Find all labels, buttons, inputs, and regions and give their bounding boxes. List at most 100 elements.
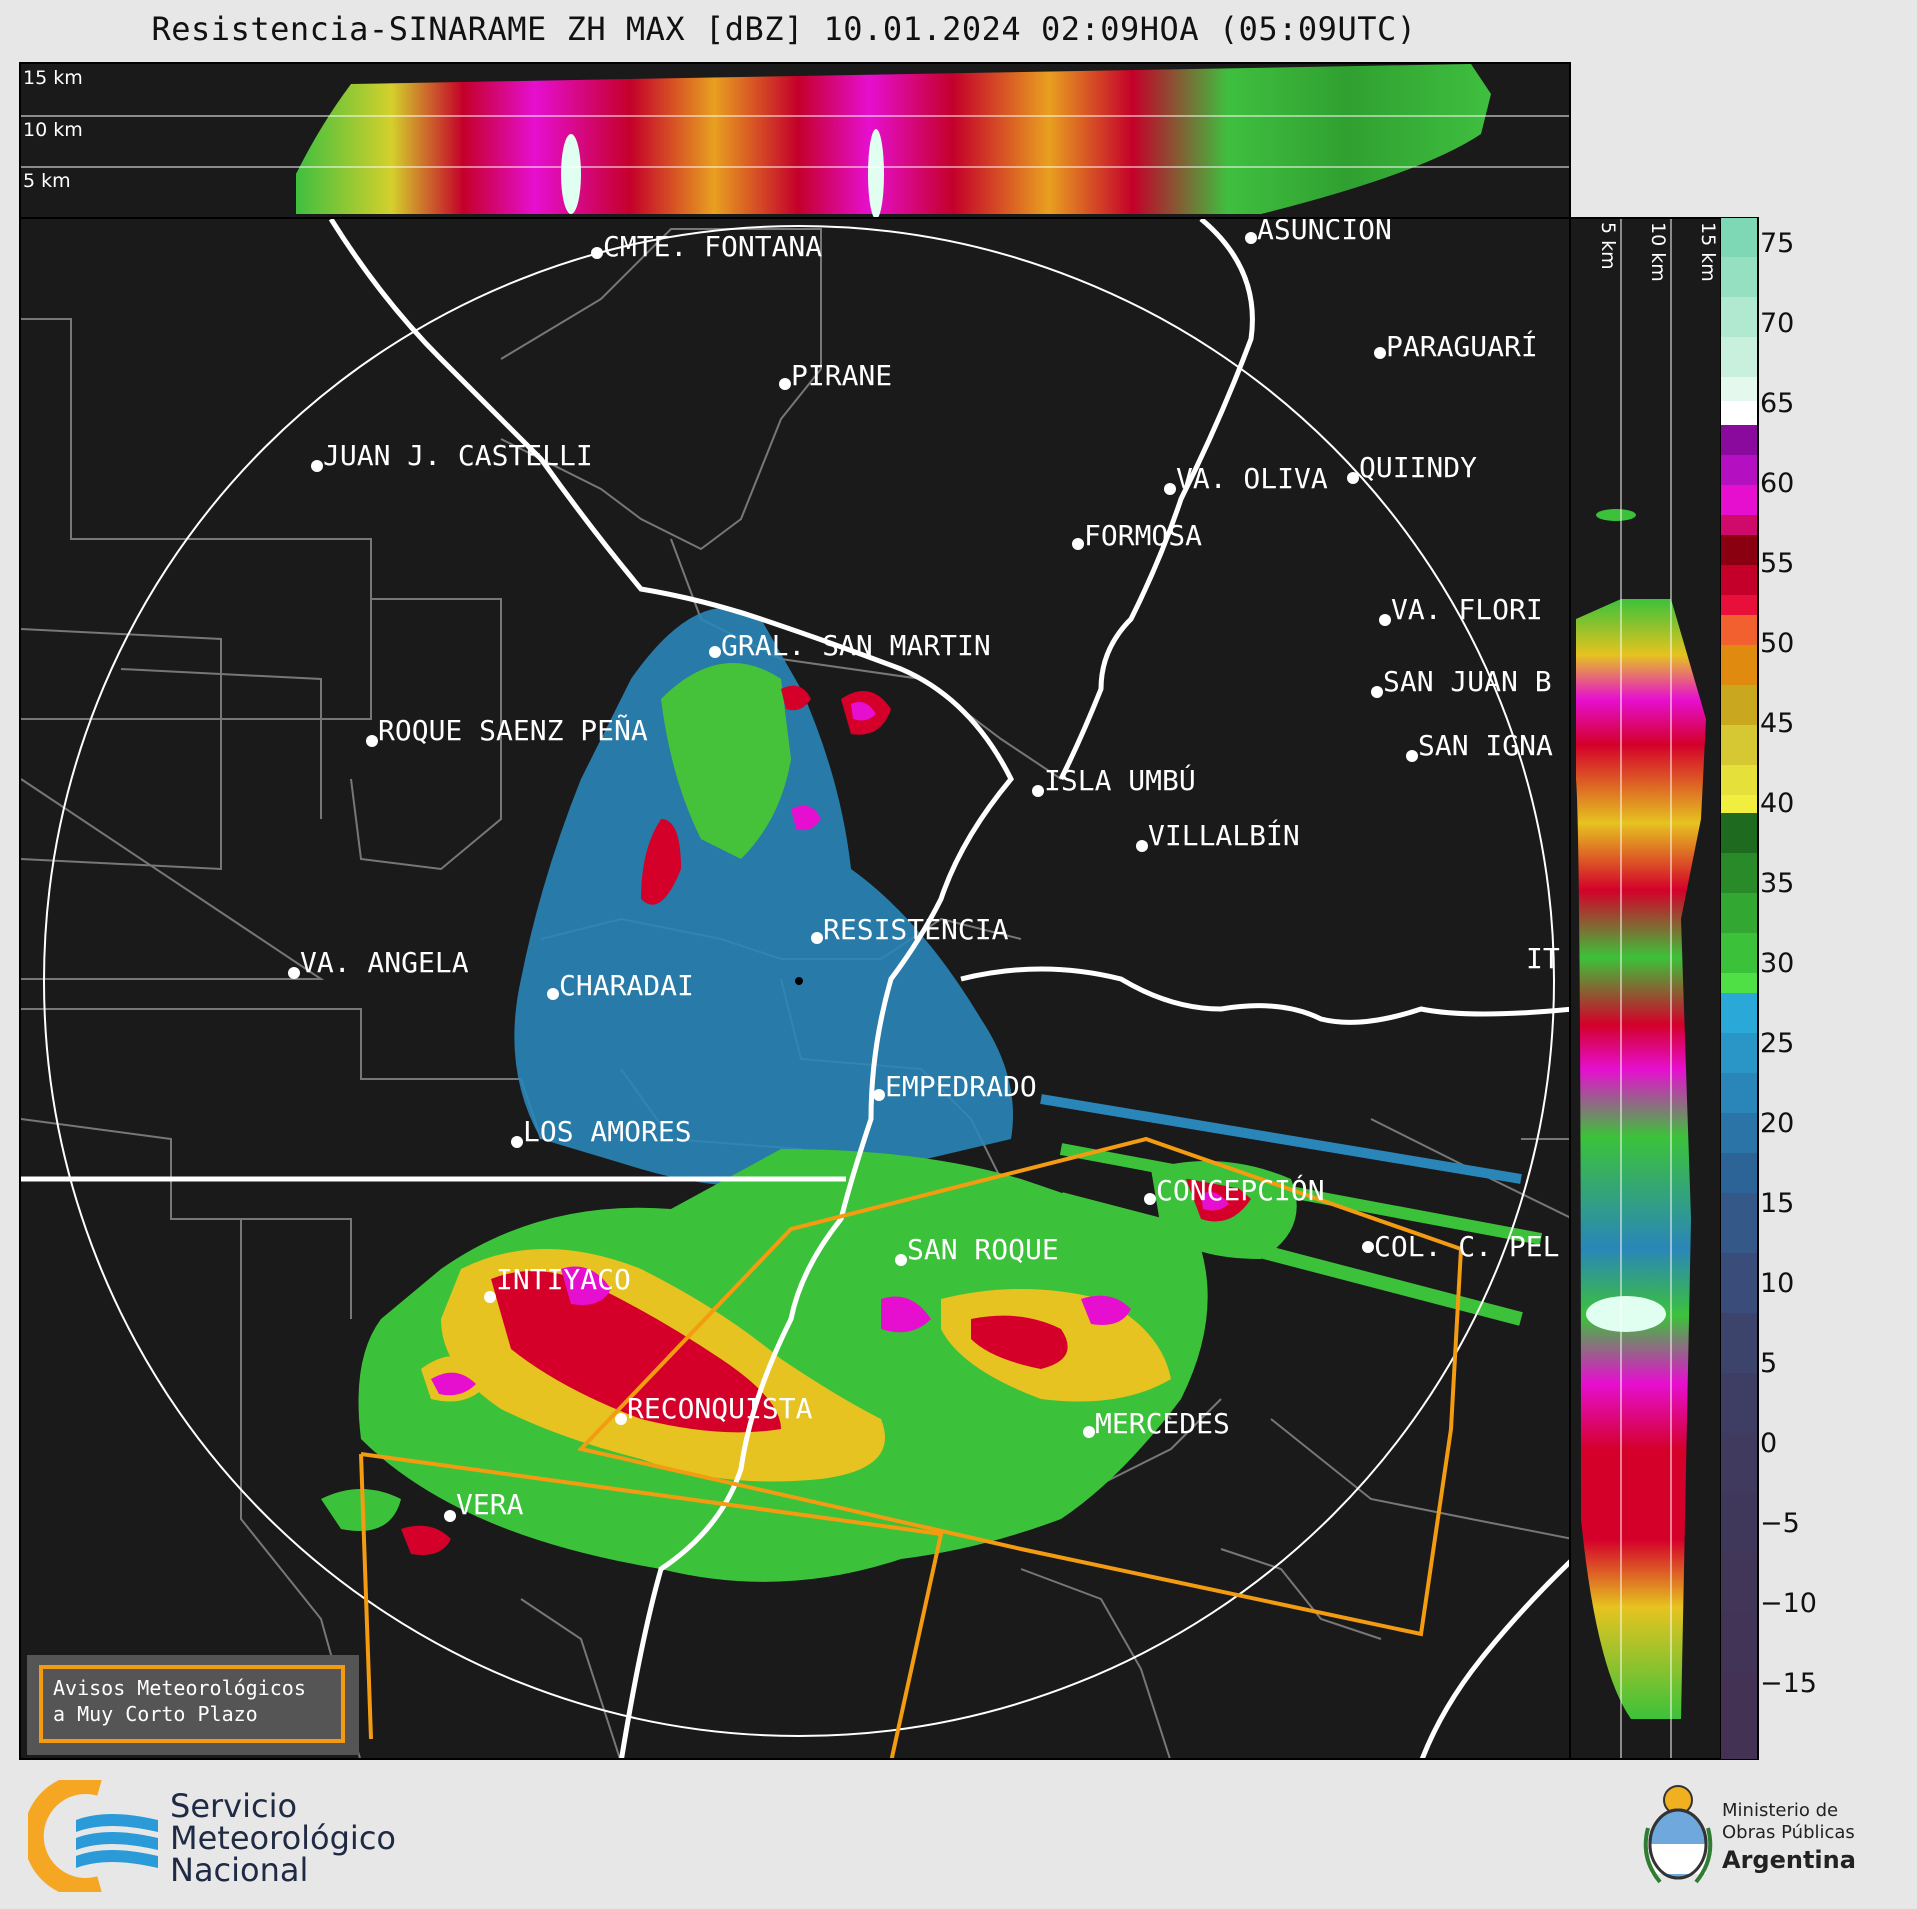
place-dot xyxy=(1374,347,1386,359)
place-roque-saenz-pena: ROQUE SAENZ PEÑA xyxy=(366,714,648,747)
side-height-label-5km: 5 km xyxy=(1597,222,1619,270)
place-itati: IT xyxy=(1526,942,1560,975)
place-mercedes: MERCEDES xyxy=(1083,1407,1230,1440)
place-label: ASUNCIÓN xyxy=(1257,217,1392,246)
place-dot xyxy=(444,1510,456,1522)
place-intiyaco: INTIYACO xyxy=(484,1263,631,1303)
colorbar-tick: 50 xyxy=(1760,628,1795,659)
place-label: JUAN J. CASTELLI xyxy=(323,439,593,472)
place-col-c-pellegrini: COL. C. PEL xyxy=(1362,1230,1559,1263)
colorbar-tick: 20 xyxy=(1760,1108,1795,1139)
place-label: RESISTENCIA xyxy=(823,913,1009,946)
place-label: INTIYACO xyxy=(496,1263,631,1296)
side-cross-section-image xyxy=(1576,219,1706,1758)
chart-title: Resistencia-SINARAME ZH MAX [dBZ] 10.01.… xyxy=(151,10,1417,48)
place-san-ignacio: SAN IGNA xyxy=(1406,729,1553,762)
place-label: VA. FLORI xyxy=(1391,593,1543,626)
height-label-15km: 15 km xyxy=(23,67,83,89)
place-label: IT xyxy=(1526,942,1560,975)
colorbar-tick: 70 xyxy=(1760,308,1795,339)
place-dot xyxy=(873,1089,885,1101)
place-label: LOS AMORES xyxy=(523,1115,692,1148)
place-dot xyxy=(779,378,791,390)
place-dot xyxy=(1371,686,1383,698)
place-label: RECONQUISTA xyxy=(627,1392,813,1425)
height-label-5km: 5 km xyxy=(23,170,71,192)
side-cross-section-panel: 5 km 10 km 15 km xyxy=(1569,217,1722,1760)
place-gral-san-martin: GRAL. SAN MARTIN xyxy=(709,629,991,662)
warning-legend: Avisos Meteorológicos a Muy Corto Plazo xyxy=(27,1655,359,1755)
colorbar xyxy=(1720,217,1759,1760)
colorbar-tick: 55 xyxy=(1760,548,1795,579)
smn-logo-icon xyxy=(28,1780,158,1892)
smn-logo-line2: Meteorológico xyxy=(170,1819,396,1857)
place-dot xyxy=(1164,483,1176,495)
colorbar-tick: 10 xyxy=(1760,1268,1795,1299)
colorbar-tick: 40 xyxy=(1760,788,1795,819)
side-height-label-15km: 15 km xyxy=(1697,222,1719,282)
warning-legend-line1: Avisos Meteorológicos xyxy=(53,1676,306,1700)
range-ring xyxy=(43,225,1555,1737)
radar-site-marker xyxy=(795,977,803,985)
place-label: VA. ANGELA xyxy=(300,946,469,979)
international-borders xyxy=(21,219,1569,1758)
place-va-angela: VA. ANGELA xyxy=(288,946,469,979)
top-cross-section-image xyxy=(21,64,1569,217)
place-label: VA. OLIVA xyxy=(1176,462,1328,495)
place-dot xyxy=(615,1413,627,1425)
height-label-10km: 10 km xyxy=(23,119,83,141)
colorbar-tick: −10 xyxy=(1760,1588,1817,1619)
place-label: MERCEDES xyxy=(1095,1407,1230,1440)
place-label: VILLALBÍN xyxy=(1148,819,1300,852)
smn-logo-line1: Servicio xyxy=(170,1787,298,1825)
place-label: EMPEDRADO xyxy=(885,1070,1037,1103)
place-reconquista: RECONQUISTA xyxy=(615,1392,813,1425)
place-label: CHARADAI xyxy=(559,969,694,1002)
place-label: PIRANE xyxy=(791,359,893,392)
place-label: SAN JUAN B xyxy=(1383,665,1552,698)
place-label: VERA xyxy=(456,1488,524,1521)
place-dot xyxy=(1083,1426,1095,1438)
place-label: QUIINDY xyxy=(1359,451,1478,484)
place-charadai: CHARADAI xyxy=(547,969,694,1002)
colorbar-tick: 25 xyxy=(1760,1028,1795,1059)
colorbar-tick: 60 xyxy=(1760,468,1795,499)
place-san-roque: SAN ROQUE xyxy=(895,1233,1059,1266)
colorbar-tick: −15 xyxy=(1760,1668,1817,1699)
smn-logo-line3: Nacional xyxy=(170,1851,309,1889)
place-dot xyxy=(1136,840,1148,852)
top-cross-section-panel: 15 km 10 km 5 km xyxy=(19,62,1571,219)
warning-polygons xyxy=(359,1136,1464,1758)
colorbar-tick: 5 xyxy=(1760,1348,1778,1379)
colorbar-tick: 75 xyxy=(1760,228,1795,259)
place-label: FORMOSA xyxy=(1084,519,1203,552)
colorbar-tick: 15 xyxy=(1760,1188,1795,1219)
place-dot xyxy=(1144,1193,1156,1205)
ministerio-line2: Obras Públicas xyxy=(1722,1822,1855,1843)
place-juan-j-castelli: JUAN J. CASTELLI xyxy=(311,439,593,472)
argentina-coat-of-arms-icon xyxy=(1643,1785,1713,1884)
colorbar-tick: 65 xyxy=(1760,388,1795,419)
place-concepcion: CONCEPCIÓN xyxy=(1144,1174,1325,1207)
place-label: ISLA UMBÚ xyxy=(1044,764,1196,797)
ministerio-line1: Ministerio de xyxy=(1722,1800,1839,1821)
radar-map-canvas xyxy=(21,219,1569,1758)
place-vera: VERA xyxy=(444,1488,524,1522)
place-label: PARAGUARÍ xyxy=(1386,330,1538,363)
colorbar-tick: −5 xyxy=(1760,1508,1800,1539)
place-dot xyxy=(311,460,323,472)
place-label: SAN ROQUE xyxy=(907,1233,1059,1266)
place-dot xyxy=(1379,614,1391,626)
place-dot xyxy=(1406,750,1418,762)
place-dot xyxy=(484,1291,496,1303)
place-paraguari: PARAGUARÍ xyxy=(1374,330,1538,363)
place-asuncion: ASUNCIÓN xyxy=(1245,217,1392,246)
place-label: GRAL. SAN MARTIN xyxy=(721,629,991,662)
place-dot xyxy=(1072,538,1084,550)
radar-map[interactable]: CMTE. FONTANA ASUNCIÓN PARAGUARÍ PIRANE … xyxy=(19,217,1571,1760)
colorbar-tick: 35 xyxy=(1760,868,1795,899)
place-dot xyxy=(1245,232,1257,244)
place-empedrado: EMPEDRADO xyxy=(873,1070,1037,1103)
place-cmte-fontana: CMTE. FONTANA xyxy=(591,230,823,263)
place-label: CMTE. FONTANA xyxy=(603,230,823,263)
